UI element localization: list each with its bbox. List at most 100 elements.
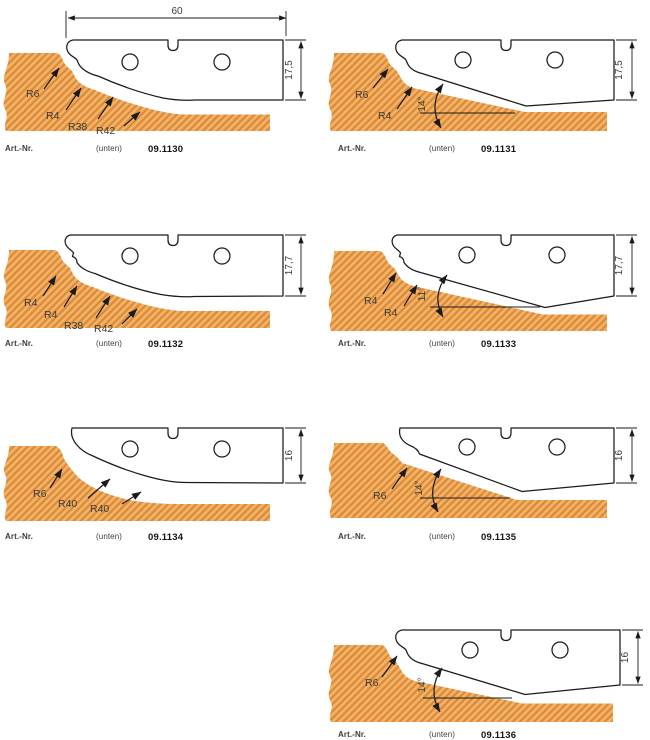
height-dimension-label: 17,5 <box>284 60 295 80</box>
knife-hole-left <box>458 246 476 264</box>
height-extension-lines <box>616 39 637 101</box>
angle-label: 11° <box>417 287 428 301</box>
profile-drawing-09-1130: 17,5 60 R6 R4 R38 R42 <box>3 6 306 137</box>
radius-label: R6 <box>355 89 369 101</box>
article-number: 09.1136 <box>481 730 517 740</box>
art-nr-label: Art.-Nr. <box>5 144 33 153</box>
article-number: 09.1133 <box>481 339 517 350</box>
panel-footer: Art.-Nr. (unten) 09.1134 <box>0 532 325 546</box>
knife-hole-right <box>551 641 569 659</box>
radius-leader-arrow <box>396 86 413 110</box>
height-dimension-label: 16 <box>620 652 631 664</box>
radius-label: R42 <box>96 125 115 137</box>
knife-hole-left <box>121 247 139 265</box>
radius-leader-arrow <box>42 275 57 297</box>
unten-label: (unten) <box>96 532 123 541</box>
radius-label: R4 <box>364 295 378 307</box>
radius-leader-arrow <box>403 284 418 307</box>
radius-leader-arrow <box>391 467 408 490</box>
profile-drawing-09-1136: 16 R6 14° <box>328 629 643 722</box>
article-number: 09.1132 <box>148 339 184 350</box>
article-number: 09.1131 <box>481 144 517 155</box>
height-dimension-label: 16 <box>614 450 625 462</box>
knife-hole-right <box>548 438 566 456</box>
radius-leader-arrow <box>381 655 398 678</box>
knife-hole-left <box>121 440 139 458</box>
panel-footer: Art.-Nr. (unten) 09.1131 <box>325 144 650 158</box>
angle-arc <box>433 83 444 129</box>
angle-arc <box>432 667 443 713</box>
radius-label: R6 <box>365 677 379 689</box>
radius-label: R6 <box>373 490 387 502</box>
panel-09-1133: 17,7 R4 R4 11° Art.-Nr. (unten) 09.1133 <box>325 195 650 370</box>
unten-label: (unten) <box>429 339 456 348</box>
knife-hole-left <box>461 641 479 659</box>
art-nr-label: Art.-Nr. <box>338 339 366 348</box>
panel-09-1135: 16 R6 14° Art.-Nr. (unten) 09.1135 <box>325 388 650 563</box>
height-extension-lines <box>616 234 637 297</box>
profile-drawing-09-1134: 16 R6 R40 R40 <box>3 427 306 521</box>
article-number: 09.1134 <box>148 532 184 543</box>
radius-leader-arrow <box>97 96 114 120</box>
profile-drawing-09-1131: 17,5 R6 R4 14° <box>328 39 637 131</box>
radius-leader-arrow <box>87 478 111 499</box>
radius-label: R4 <box>378 110 392 122</box>
panel-footer: Art.-Nr. (unten) 09.1133 <box>325 339 650 353</box>
unten-label: (unten) <box>96 144 123 153</box>
radius-label: R40 <box>90 503 109 515</box>
unten-label: (unten) <box>429 532 456 541</box>
height-dimension-label: 17,7 <box>284 255 295 275</box>
article-number: 09.1130 <box>148 144 184 155</box>
radius-label: R38 <box>68 121 87 133</box>
radius-leader-arrow <box>63 285 78 308</box>
wood-workpiece <box>328 53 607 131</box>
radius-leader-arrow <box>382 272 397 295</box>
height-extension-lines <box>285 427 306 484</box>
panel-09-1136: 16 R6 14° Art.-Nr. (unten) 09.1136 <box>325 590 650 740</box>
radius-label: R42 <box>94 323 113 335</box>
wood-workpiece <box>3 53 271 131</box>
art-nr-label: Art.-Nr. <box>338 532 366 541</box>
radius-label: R38 <box>64 320 83 332</box>
radius-leader-arrow <box>49 468 63 489</box>
radius-leader-arrow <box>95 295 111 319</box>
angle-label: 14° <box>417 677 428 692</box>
radius-label: R40 <box>58 498 77 510</box>
radius-label: R4 <box>44 309 58 321</box>
width-dimension-label: 60 <box>171 6 183 17</box>
angle-label: 14° <box>414 480 425 495</box>
radius-label: R4 <box>24 297 38 309</box>
profile-knife <box>70 427 284 484</box>
knife-hole-left <box>121 53 139 71</box>
radius-label: R6 <box>26 88 40 100</box>
radius-leader-arrow <box>43 67 60 90</box>
unten-label: (unten) <box>429 144 456 153</box>
height-extension-lines <box>285 234 306 297</box>
art-nr-label: Art.-Nr. <box>338 730 366 739</box>
height-dimension-label: 16 <box>284 450 295 462</box>
radius-leader-arrow <box>372 68 389 89</box>
angle-arc <box>430 468 442 513</box>
angle-label: 14° <box>417 96 428 111</box>
knife-hole-right <box>213 440 231 458</box>
panel-09-1130: 17,5 60 R6 R4 R38 R42 Art.-Nr. (unten) 09.113… <box>0 0 325 175</box>
panel-footer: Art.-Nr. (unten) 09.1130 <box>0 144 325 158</box>
radius-label: R4 <box>46 110 60 122</box>
height-extension-lines <box>622 629 643 686</box>
profile-knife <box>66 39 284 101</box>
profile-drawing-09-1135: 16 R6 14° <box>328 427 637 518</box>
knife-hole-right <box>213 247 231 265</box>
height-dimension-label: 17,7 <box>614 255 625 275</box>
radius-leader-arrow <box>65 87 82 111</box>
radius-leader-arrow <box>121 308 138 325</box>
wood-workpiece <box>3 250 271 328</box>
panel-footer: Art.-Nr. (unten) 09.1136 <box>325 730 650 740</box>
profile-knife <box>64 234 284 298</box>
panel-footer: Art.-Nr. (unten) 09.1132 <box>0 339 325 353</box>
knife-hole-left <box>458 438 476 456</box>
knife-hole-right <box>548 246 566 264</box>
panel-09-1134: 16 R6 R40 R40 Art.-Nr. (unten) 09.1134 <box>0 388 325 563</box>
profile-drawing-09-1132: 17,7 R4 R4 R38 R42 <box>3 234 306 335</box>
radius-label: R6 <box>33 488 47 500</box>
